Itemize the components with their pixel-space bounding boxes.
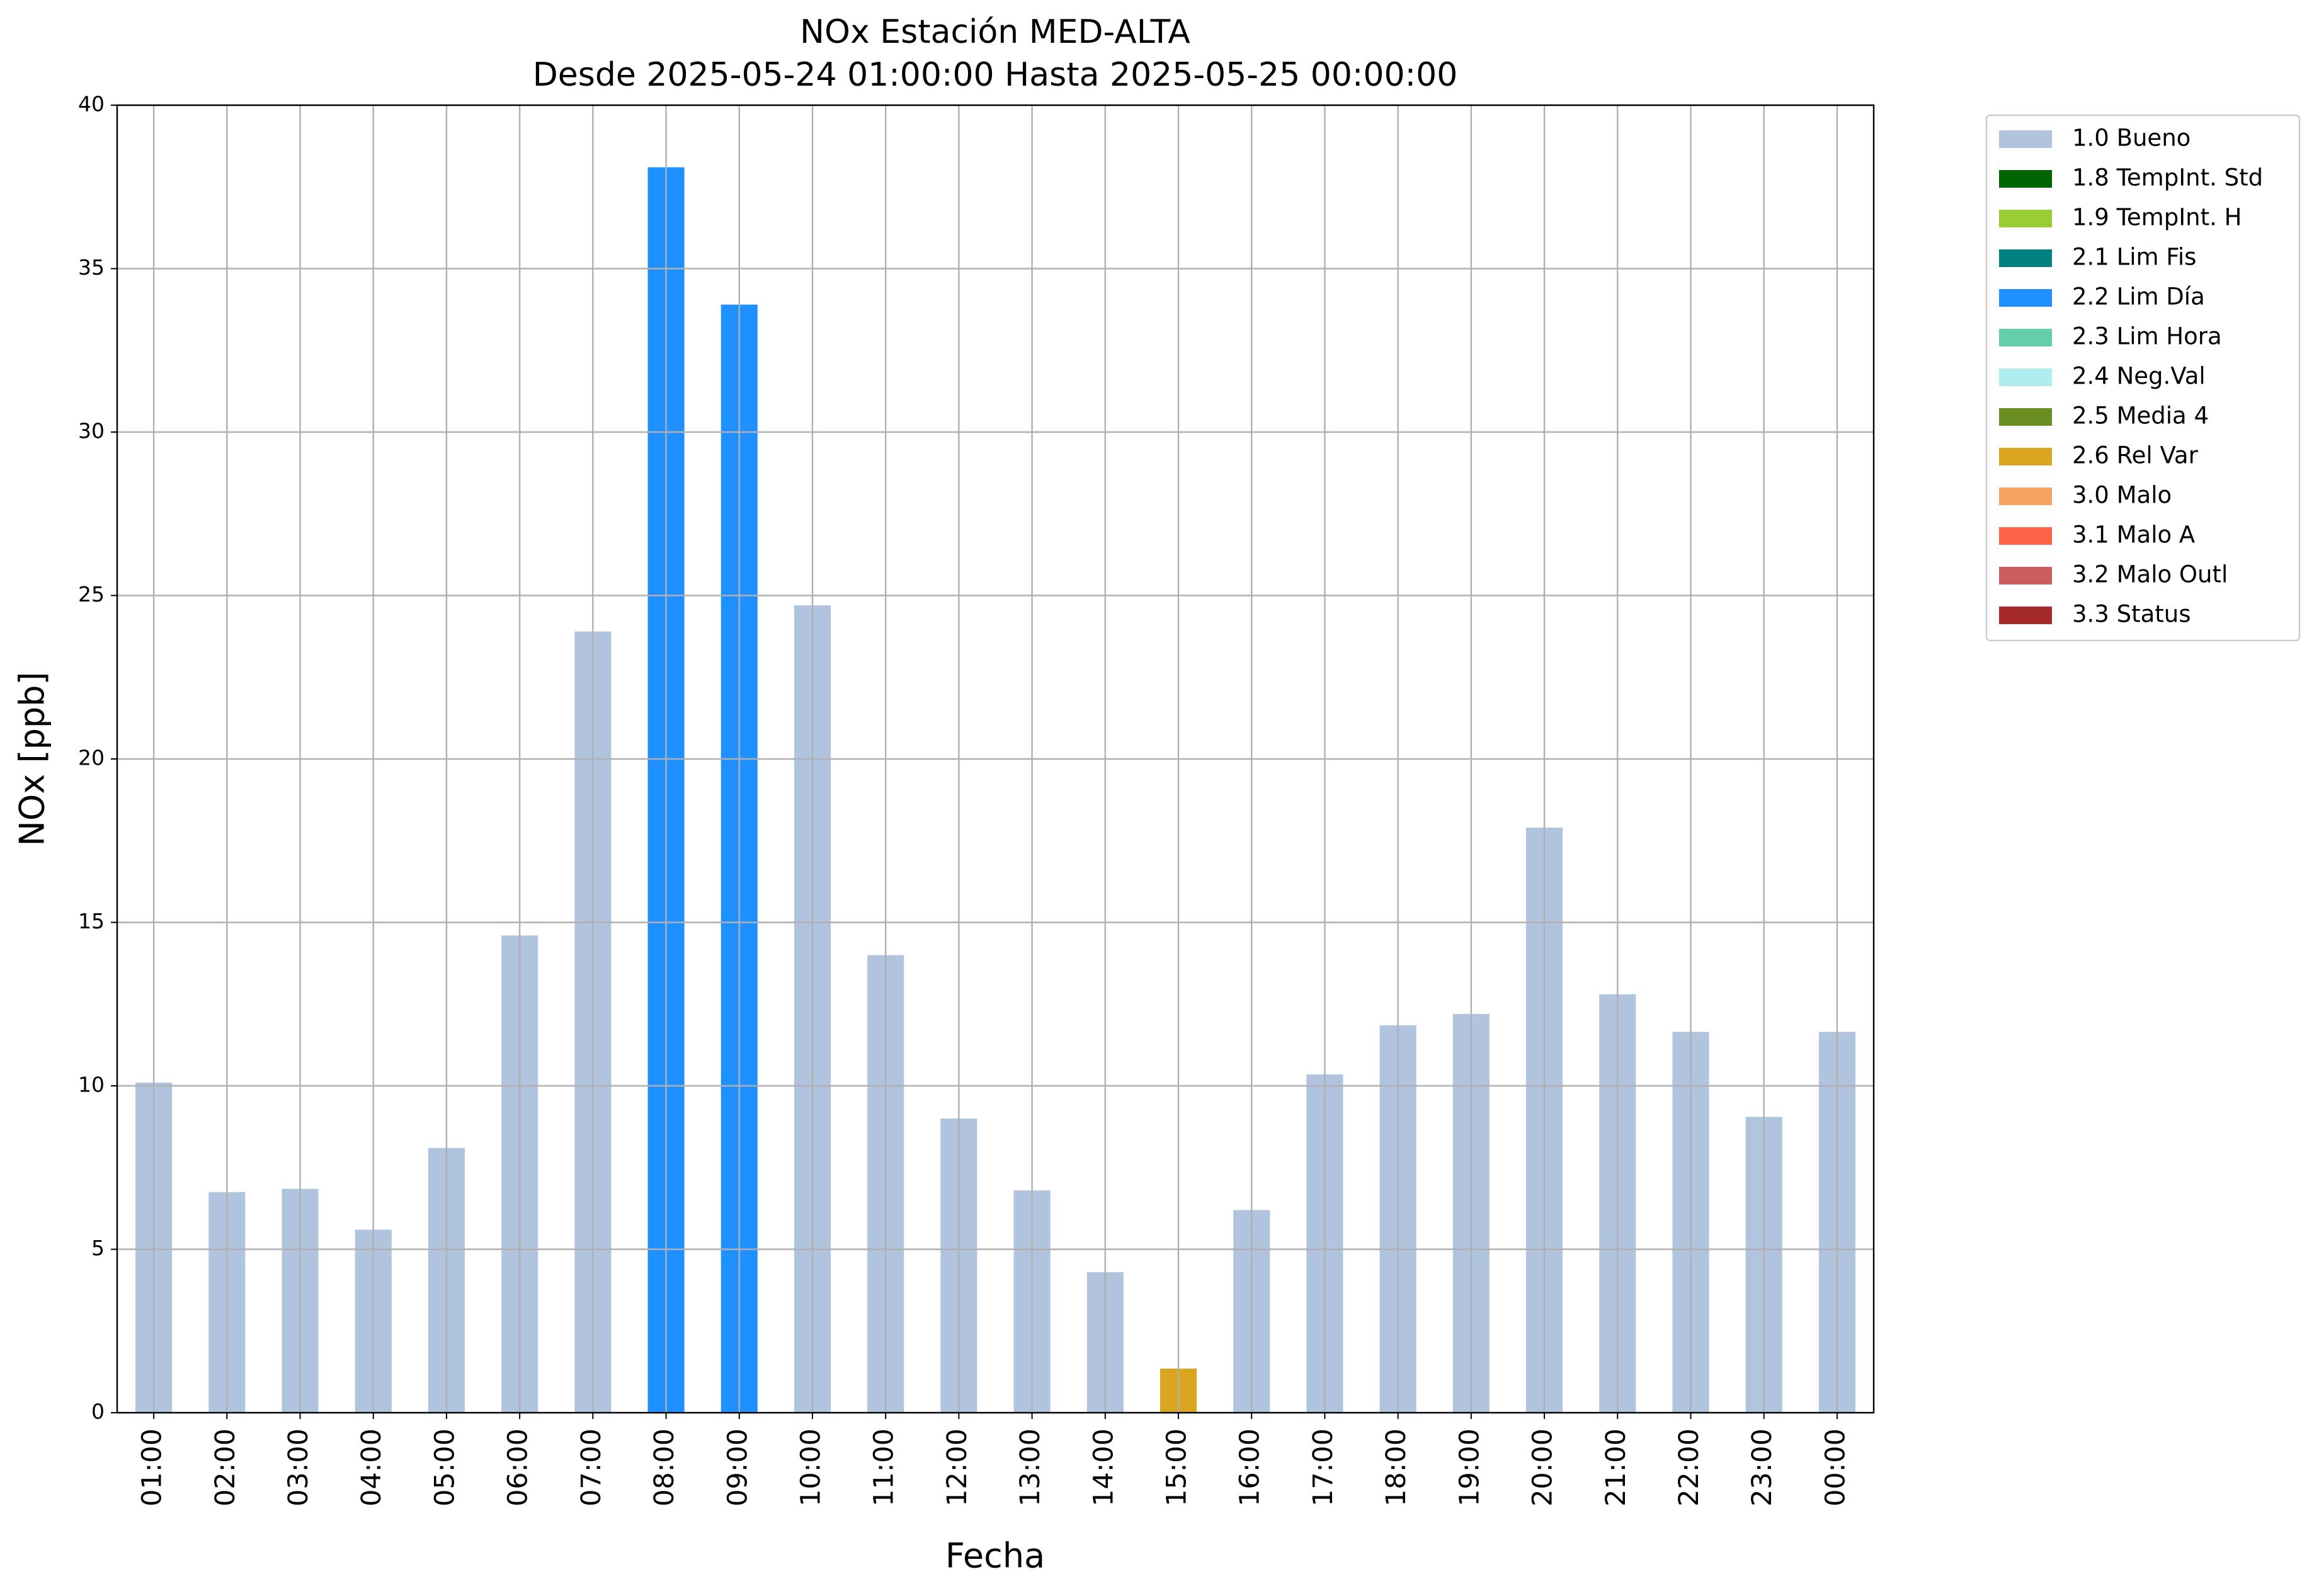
y-tick-label: 10: [78, 1073, 105, 1097]
y-tick-label: 30: [78, 419, 105, 443]
legend-swatch: [1999, 170, 2052, 188]
x-tick-label: 11:00: [869, 1428, 900, 1507]
y-tick-label: 35: [78, 255, 105, 280]
plot-frame: [116, 104, 1875, 1414]
chart-subtitle: Desde 2025-05-24 01:00:00 Hasta 2025-05-…: [533, 56, 1458, 94]
legend-label: 3.2 Malo Outl: [2072, 561, 2228, 588]
x-tick-label: 08:00: [649, 1428, 680, 1507]
x-tick-label: 00:00: [1820, 1428, 1851, 1507]
chart-title: NOx Estación MED-ALTA: [800, 13, 1190, 51]
legend-swatch: [1999, 368, 2052, 386]
legend-label: 2.4 Neg.Val: [2072, 363, 2206, 390]
legend-swatch: [1999, 527, 2052, 545]
x-axis-label: Fecha: [945, 1536, 1045, 1576]
y-tick-label: 15: [78, 909, 105, 933]
x-tick-label: 19:00: [1454, 1428, 1485, 1507]
legend-label: 1.9 TempInt. H: [2072, 204, 2242, 231]
legend-label: 1.0 Bueno: [2072, 125, 2191, 152]
y-tick-label: 20: [78, 746, 105, 770]
x-tick-label: 17:00: [1308, 1428, 1339, 1507]
legend-label: 2.3 Lim Hora: [2072, 323, 2222, 350]
x-tick-label: 22:00: [1673, 1428, 1705, 1507]
x-tick-label: 10:00: [795, 1428, 826, 1507]
x-tick-label: 04:00: [356, 1428, 387, 1507]
x-tick-label: 16:00: [1234, 1428, 1266, 1507]
legend-label: 2.6 Rel Var: [2072, 442, 2199, 469]
x-tick-label: 06:00: [503, 1428, 534, 1507]
x-tick-label: 20:00: [1527, 1428, 1559, 1507]
legend-swatch: [1999, 249, 2052, 267]
x-tick-label: 12:00: [942, 1428, 973, 1507]
x-tick-label: 14:00: [1088, 1428, 1119, 1507]
legend-label: 1.8 TempInt. Std: [2072, 164, 2263, 191]
legend-swatch: [1999, 329, 2052, 346]
x-tick-label: 21:00: [1600, 1428, 1632, 1507]
y-tick-label: 5: [91, 1236, 105, 1260]
legend-label: 2.5 Media 4: [2072, 402, 2209, 430]
legend-box: [1985, 114, 2301, 642]
x-tick-label: 15:00: [1161, 1428, 1193, 1507]
x-tick-label: 13:00: [1015, 1428, 1046, 1507]
x-tick-label: 01:00: [137, 1428, 168, 1507]
legend-swatch: [1999, 567, 2052, 584]
x-tick-label: 18:00: [1381, 1428, 1412, 1507]
legend-label: 2.2 Lim Día: [2072, 283, 2205, 311]
x-tick-label: 09:00: [722, 1428, 753, 1507]
legend-swatch: [1999, 408, 2052, 426]
legend-swatch: [1999, 130, 2052, 148]
x-tick-label: 23:00: [1746, 1428, 1778, 1507]
y-tick-label: 40: [78, 92, 105, 117]
legend-label: 3.3 Status: [2072, 601, 2191, 628]
x-tick-label: 05:00: [429, 1428, 460, 1507]
y-axis-label: NOx [ppb]: [13, 672, 52, 846]
x-tick-label: 07:00: [576, 1428, 607, 1507]
legend-swatch: [1999, 289, 2052, 307]
legend-label: 3.1 Malo A: [2072, 522, 2195, 549]
legend-swatch: [1999, 487, 2052, 505]
legend-swatch: [1999, 607, 2052, 624]
y-tick-label: 0: [91, 1399, 105, 1424]
y-tick-label: 25: [78, 582, 105, 607]
legend-swatch: [1999, 448, 2052, 465]
legend-swatch: [1999, 210, 2052, 227]
legend-label: 3.0 Malo: [2072, 482, 2172, 509]
x-tick-label: 03:00: [283, 1428, 314, 1507]
legend-label: 2.1 Lim Fis: [2072, 244, 2196, 271]
x-tick-label: 02:00: [210, 1428, 241, 1507]
